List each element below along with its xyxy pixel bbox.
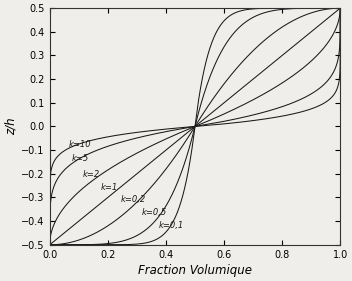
Text: k=0,5: k=0,5 [141, 208, 166, 217]
Text: k=1: k=1 [101, 183, 118, 192]
Text: k=2: k=2 [83, 170, 100, 179]
Y-axis label: z/h: z/h [4, 118, 17, 135]
Text: k=0,1: k=0,1 [159, 221, 184, 230]
X-axis label: Fraction Volumique: Fraction Volumique [138, 264, 252, 277]
Text: k=5: k=5 [71, 154, 89, 163]
Text: k=0,2: k=0,2 [121, 195, 146, 204]
Text: k=10: k=10 [69, 140, 91, 149]
